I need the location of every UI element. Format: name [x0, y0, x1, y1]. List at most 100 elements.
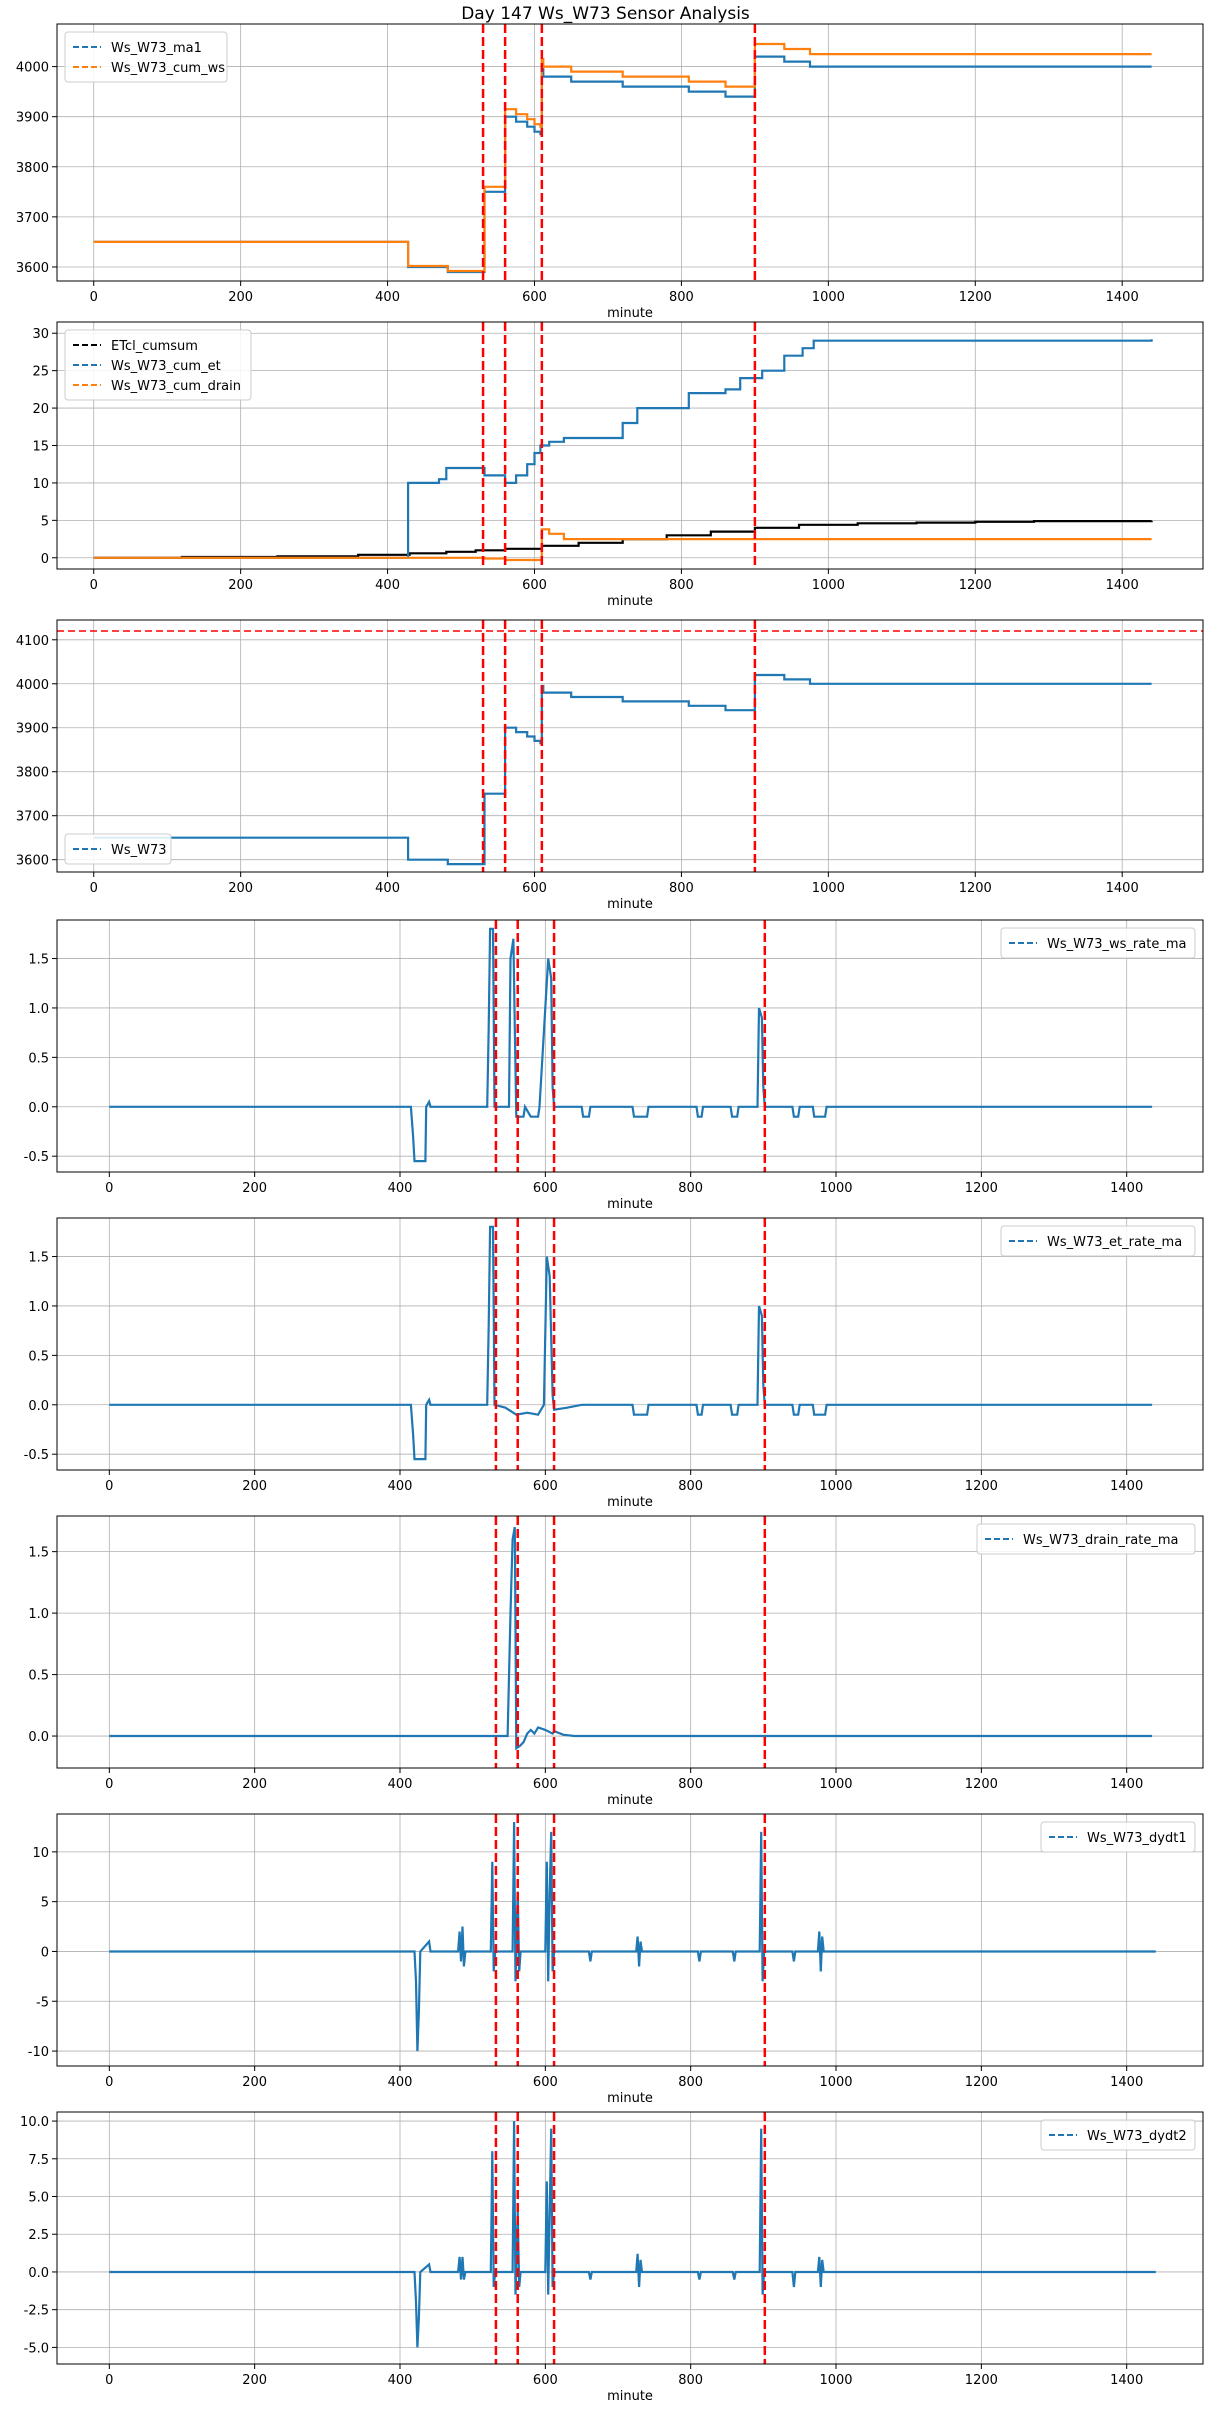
- legend-label: Ws_W73_drain_rate_ma: [1023, 1533, 1178, 1548]
- x-tick-label: 800: [669, 290, 694, 305]
- y-tick-label: 0.5: [28, 1349, 49, 1364]
- x-axis-label: minute: [607, 897, 653, 912]
- axes-frame: [56, 23, 1204, 282]
- series-line: [93, 528, 1152, 562]
- x-tick-label: 1400: [1110, 2075, 1143, 2090]
- y-tick-label: 1.5: [28, 953, 49, 968]
- axes-frame: [56, 919, 1204, 1173]
- legend-label: Ws_W73_et_rate_ma: [1047, 1235, 1182, 1250]
- x-tick-label: 0: [90, 290, 98, 305]
- legend-label: ETcl_cumsum: [111, 339, 198, 354]
- y-tick-label: 10: [32, 477, 49, 492]
- x-tick-label: 800: [678, 2373, 703, 2388]
- legend: Ws_W73_ma1 Ws_W73_cum_ws: [64, 31, 228, 83]
- legend-label: Ws_W73_ws_rate_ma: [1047, 937, 1186, 952]
- y-tick-label: 4000: [16, 61, 49, 76]
- x-axis-label: minute: [607, 594, 653, 609]
- x-tick-label: 1000: [819, 1777, 852, 1792]
- legend-label: Ws_W73_dydt2: [1087, 2129, 1187, 2144]
- legend-box: [64, 329, 252, 401]
- x-tick-label: 800: [669, 881, 694, 896]
- legend-box: [64, 31, 228, 83]
- x-tick-label: 800: [678, 1777, 703, 1792]
- x-tick-label: 1000: [812, 578, 845, 593]
- y-tick-label: 25: [32, 365, 49, 380]
- y-tick-label: 1.5: [28, 1546, 49, 1561]
- x-tick-label: 200: [242, 1777, 267, 1792]
- x-tick-label: 600: [533, 1777, 558, 1792]
- x-tick-label: 800: [678, 1181, 703, 1196]
- y-tick-label: 5: [41, 514, 49, 529]
- legend: Ws_W73_et_rate_ma: [1000, 1225, 1196, 1257]
- x-tick-label: 1200: [959, 290, 992, 305]
- x-tick-label: 1400: [1110, 1181, 1143, 1196]
- x-tick-label: 600: [533, 2373, 558, 2388]
- x-axis-label: minute: [607, 2091, 653, 2106]
- y-tick-label: 1.5: [28, 1251, 49, 1266]
- subplot-7: 0 200 400 600 800 1000 1200 1400 -10 -5 0 5 10 minute…: [28, 1813, 1204, 2106]
- x-tick-label: 1000: [812, 881, 845, 896]
- subplot-8: 0 200 400 600 800 1000 1200 1400 -5.0 -2.5 0.0 2.5 5…: [20, 2111, 1204, 2404]
- y-tick-label: 10: [32, 1846, 49, 1861]
- y-tick-label: 3900: [16, 722, 49, 737]
- y-tick-label: 1.0: [28, 1607, 49, 1622]
- series-line: [109, 1821, 1156, 2052]
- axes-frame: [56, 1813, 1204, 2067]
- x-tick-label: 400: [375, 578, 400, 593]
- series-line: [109, 1526, 1153, 1751]
- x-tick-label: 400: [388, 1777, 413, 1792]
- x-tick-label: 800: [678, 2075, 703, 2090]
- x-tick-label: 1200: [965, 1181, 998, 1196]
- x-tick-label: 1200: [959, 881, 992, 896]
- x-tick-label: 400: [375, 881, 400, 896]
- legend-box: [976, 1523, 1196, 1555]
- x-tick-label: 1000: [819, 1479, 852, 1494]
- axes-frame: [56, 1515, 1204, 1769]
- axes-frame: [56, 2111, 1204, 2365]
- series-line: [93, 520, 1153, 559]
- x-axis-label: minute: [607, 2389, 653, 2404]
- y-tick-label: 0.0: [28, 2266, 49, 2281]
- x-tick-label: 800: [669, 578, 694, 593]
- x-tick-label: 1000: [819, 2075, 852, 2090]
- y-tick-label: 3600: [16, 854, 49, 869]
- series-line: [109, 927, 1153, 1163]
- series-line: [93, 673, 1152, 866]
- x-tick-label: 1400: [1110, 2373, 1143, 2388]
- y-tick-label: 4000: [16, 678, 49, 693]
- series-line: [109, 2121, 1156, 2348]
- x-tick-label: 0: [105, 1777, 113, 1792]
- y-tick-label: -5: [36, 1995, 49, 2010]
- y-tick-label: 3900: [16, 111, 49, 126]
- x-tick-label: 1200: [959, 578, 992, 593]
- y-tick-label: 0.5: [28, 1051, 49, 1066]
- x-tick-label: 1400: [1106, 881, 1139, 896]
- y-tick-label: 15: [32, 440, 49, 455]
- y-tick-label: 3800: [16, 161, 49, 176]
- x-tick-label: 400: [388, 1181, 413, 1196]
- x-tick-label: 600: [533, 1181, 558, 1196]
- legend-label: Ws_W73: [111, 843, 167, 858]
- y-tick-label: 1.0: [28, 1300, 49, 1315]
- y-tick-label: 4100: [16, 634, 49, 649]
- y-tick-label: 5.0: [28, 2191, 49, 2206]
- y-tick-label: 3700: [16, 211, 49, 226]
- legend-box: [1040, 2119, 1196, 2151]
- legend-label: Ws_W73_cum_et: [111, 359, 221, 374]
- x-tick-label: 0: [105, 1181, 113, 1196]
- series-line: [93, 339, 1153, 559]
- x-tick-label: 400: [388, 2373, 413, 2388]
- x-tick-label: 600: [533, 1479, 558, 1494]
- y-tick-label: -0.5: [24, 1150, 49, 1165]
- x-tick-label: 600: [522, 290, 547, 305]
- x-tick-label: 200: [242, 2075, 267, 2090]
- y-tick-label: -5.0: [24, 2341, 49, 2356]
- legend: Ws_W73_dydt2: [1040, 2119, 1196, 2151]
- x-axis-label: minute: [607, 306, 653, 321]
- legend-box: [1000, 1225, 1196, 1257]
- x-tick-label: 1000: [819, 1181, 852, 1196]
- y-tick-label: -2.5: [24, 2304, 49, 2319]
- x-tick-label: 200: [242, 1181, 267, 1196]
- subplot-6: 0 200 400 600 800 1000 1200 1400 0.0 0.5 1.0 1.5 min…: [28, 1515, 1204, 1808]
- x-tick-label: 600: [522, 578, 547, 593]
